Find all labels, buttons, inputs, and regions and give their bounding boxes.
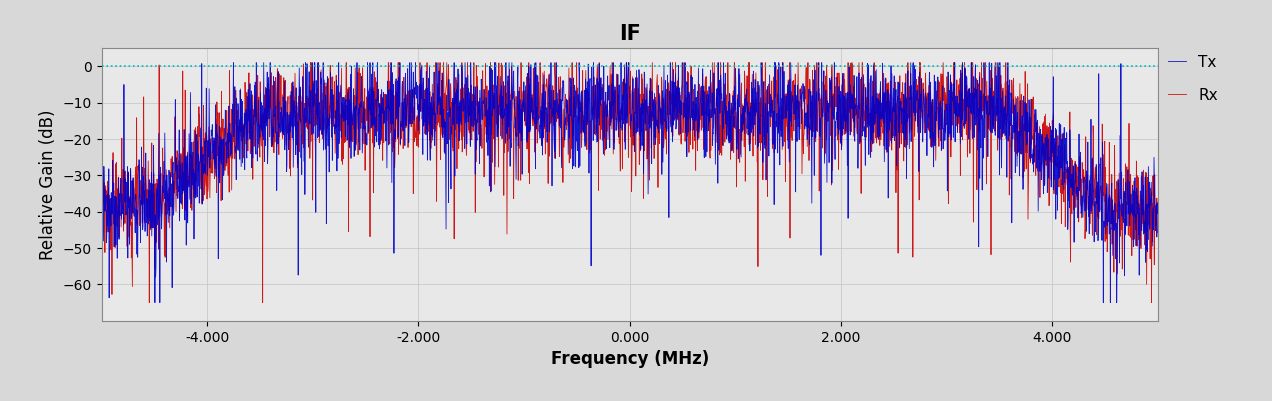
X-axis label: Frequency (MHz): Frequency (MHz) <box>551 350 709 368</box>
Tx <box>277 126 293 130</box>
Line: Tx: Tx <box>102 63 1158 303</box>
Line: Rx: Rx <box>102 63 1158 303</box>
Rx <box>277 78 293 83</box>
Rx <box>303 60 318 65</box>
Tx <box>500 123 515 128</box>
Rx <box>1150 231 1165 235</box>
Rx <box>1130 173 1145 178</box>
Tx <box>148 300 163 305</box>
Tx <box>1130 194 1145 198</box>
Y-axis label: Relative Gain (dB): Relative Gain (dB) <box>39 109 57 260</box>
Tx <box>1016 94 1032 99</box>
Title: IF: IF <box>618 24 641 44</box>
Rx <box>215 127 230 132</box>
Legend: Tx, Rx: Tx, Rx <box>1159 45 1227 112</box>
Rx <box>94 225 109 230</box>
Tx <box>226 60 242 65</box>
Tx <box>94 188 109 192</box>
Rx <box>500 148 515 153</box>
Tx <box>215 197 230 202</box>
Rx <box>1016 129 1032 134</box>
Tx <box>1150 211 1165 216</box>
Tx <box>546 93 561 98</box>
Rx <box>141 300 156 305</box>
Rx <box>546 105 561 109</box>
